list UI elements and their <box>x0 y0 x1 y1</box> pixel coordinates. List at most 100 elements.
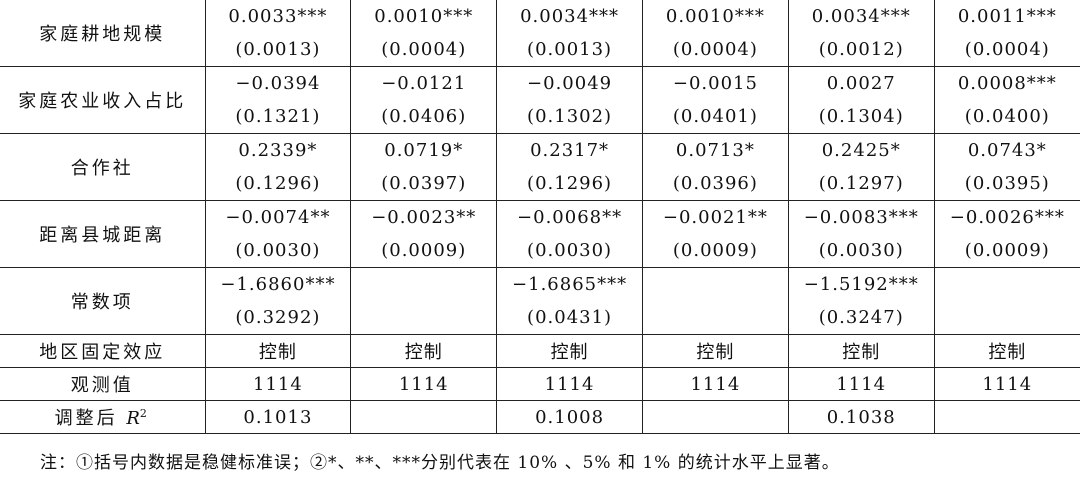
coefficient: −1.5192*** <box>803 274 919 295</box>
table-cell: 0.0010*** (0.0004) <box>350 0 498 67</box>
coefficient: 0.2317* <box>530 140 610 161</box>
coefficient: −0.0121 <box>381 73 467 94</box>
table-cell: −0.0083*** (0.0030) <box>787 200 935 268</box>
coefficient: −0.0021** <box>662 207 768 228</box>
coefficient: −0.0074** <box>225 207 331 228</box>
coefficient: 0.0034*** <box>520 6 620 27</box>
fixed-effect-row: 地区固定效应 控制 控制 控制 控制 控制 控制 <box>0 334 1080 368</box>
regression-table: 家庭耕地规模 0.0033*** (0.0013) 0.0010*** (0.0004)… <box>0 0 1080 434</box>
table-cell <box>641 267 789 335</box>
table-cell: 0.1038 <box>787 400 935 434</box>
r2-symbol: R <box>126 408 140 429</box>
coefficient: 0.0011*** <box>957 6 1057 27</box>
table-cell: 控制 <box>350 334 498 368</box>
table-cell: −0.0021** (0.0009) <box>641 200 789 268</box>
table-cell: 控制 <box>496 334 643 368</box>
std-error: (0.0030) <box>527 240 613 261</box>
std-error: (0.0397) <box>381 173 467 194</box>
table-cell: 1114 <box>933 367 1080 401</box>
r2-label-prefix: 调整后 <box>54 408 127 429</box>
row-label: 合作社 <box>0 133 206 201</box>
std-error: (0.3292) <box>235 307 321 328</box>
coefficient <box>935 268 1080 301</box>
std-error: (0.3247) <box>818 307 904 328</box>
table-cell: 0.0713* (0.0396) <box>641 133 789 201</box>
coefficient: −1.6860*** <box>220 274 336 295</box>
table-cell: 0.0743* (0.0395) <box>933 133 1080 201</box>
coefficient: 0.0719* <box>384 140 464 161</box>
std-error: (0.1296) <box>527 173 613 194</box>
table-cell <box>350 267 498 335</box>
table-cell: 1114 <box>787 367 935 401</box>
table-cell <box>933 267 1080 335</box>
table-cell: 0.0008*** (0.0400) <box>933 66 1080 134</box>
std-error: (0.0406) <box>381 106 467 127</box>
std-error: (0.0431) <box>527 307 613 328</box>
std-error: (0.0013) <box>235 39 321 60</box>
table-cell: −0.0394 (0.1321) <box>204 66 352 134</box>
row-label: 家庭农业收入占比 <box>0 66 206 134</box>
table-cell: −0.0121 (0.0406) <box>350 66 498 134</box>
std-error: (0.0004) <box>672 39 758 60</box>
coefficient: −0.0394 <box>235 73 321 94</box>
table-cell: −0.0068** (0.0030) <box>496 200 643 268</box>
std-error: (0.1304) <box>818 106 904 127</box>
coefficient: −0.0083*** <box>803 207 919 228</box>
table-cell: −0.0015 (0.0401) <box>641 66 789 134</box>
coefficient <box>351 268 496 301</box>
adj-r2-row: 调整后 R2 0.1013 0.1008 0.1038 <box>0 400 1080 434</box>
table-cell <box>350 400 498 434</box>
row-label: 常数项 <box>0 267 206 335</box>
table-cell: 0.0034*** (0.0012) <box>787 0 935 67</box>
table-cell: 1114 <box>496 367 643 401</box>
row-label: 调整后 R2 <box>0 400 206 434</box>
std-error: (0.0401) <box>672 106 758 127</box>
std-error: (0.0030) <box>235 240 321 261</box>
table-cell: 0.0034*** (0.0013) <box>496 0 643 67</box>
table-cell: 0.2317* (0.1296) <box>496 133 643 201</box>
coefficient: −1.6865*** <box>512 274 628 295</box>
coefficient: −0.0023** <box>371 207 477 228</box>
coefficient: 0.0033*** <box>228 6 328 27</box>
std-error: (0.1297) <box>818 173 904 194</box>
std-error: (0.0013) <box>527 39 613 60</box>
coefficient: 0.0743* <box>967 140 1047 161</box>
table-cell: 0.0010*** (0.0004) <box>641 0 789 67</box>
coefficient: 0.0034*** <box>811 6 911 27</box>
table-row: 合作社 0.2339* (0.1296) 0.0719* (0.0397) 0.2317*… <box>0 133 1080 201</box>
table-cell: 0.2339* (0.1296) <box>204 133 352 201</box>
std-error: (0.0395) <box>964 173 1050 194</box>
coefficient: −0.0026*** <box>949 207 1065 228</box>
coefficient: 0.2339* <box>238 140 318 161</box>
coefficient: 0.0010*** <box>374 6 474 27</box>
std-error: (0.0009) <box>964 240 1050 261</box>
table-cell <box>641 400 789 434</box>
table-cell: 0.0033*** (0.0013) <box>204 0 352 67</box>
coefficient: 0.0010*** <box>665 6 765 27</box>
table-cell: −0.0049 (0.1302) <box>496 66 643 134</box>
table-cell: 控制 <box>933 334 1080 368</box>
std-error: (0.0030) <box>818 240 904 261</box>
table-body: 家庭耕地规模 0.0033*** (0.0013) 0.0010*** (0.0004)… <box>0 0 1080 434</box>
coefficient: 0.0008*** <box>957 73 1057 94</box>
std-error: (0.0396) <box>672 173 758 194</box>
table-row: 距离县城距离 −0.0074** (0.0030) −0.0023** (0.0009)… <box>0 200 1080 268</box>
std-error: (0.0012) <box>818 39 904 60</box>
table-cell: 控制 <box>641 334 789 368</box>
table-cell <box>933 400 1080 434</box>
coefficient: 0.0713* <box>675 140 755 161</box>
table-cell: 1114 <box>641 367 789 401</box>
row-label: 距离县城距离 <box>0 200 206 268</box>
table-cell: −0.0023** (0.0009) <box>350 200 498 268</box>
table-cell: −1.5192*** (0.3247) <box>787 267 935 335</box>
std-error <box>351 301 496 334</box>
table-cell: 0.0011*** (0.0004) <box>933 0 1080 67</box>
table-cell: 0.1008 <box>496 400 643 434</box>
table-cell: 0.0719* (0.0397) <box>350 133 498 201</box>
std-error: (0.0004) <box>381 39 467 60</box>
coefficient: 0.0027 <box>826 73 896 94</box>
table-cell: 0.0027 (0.1304) <box>787 66 935 134</box>
observations-row: 观测值 1114 1114 1114 1114 1114 1114 <box>0 367 1080 401</box>
r2-superscript: 2 <box>139 407 150 420</box>
table-cell: −0.0026*** (0.0009) <box>933 200 1080 268</box>
